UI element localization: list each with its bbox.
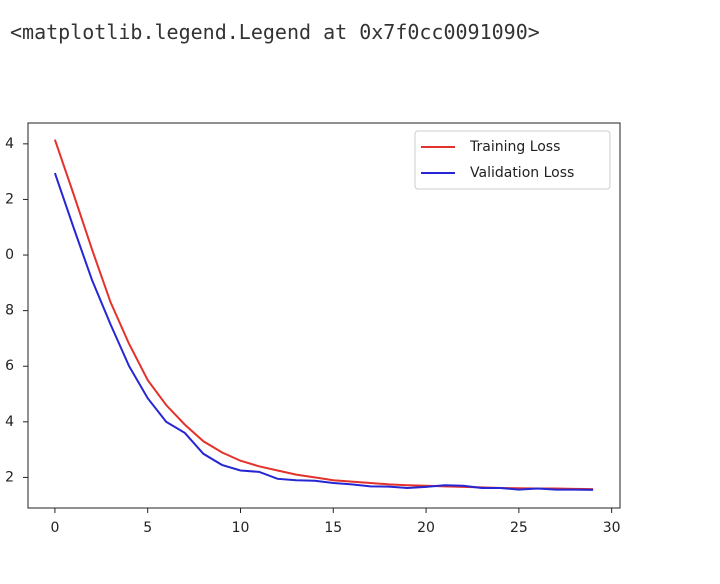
y-tick-label: 8 [5,303,14,319]
y-tick-label: 4 [5,136,14,152]
x-tick-label: 10 [232,520,250,536]
legend-label: Validation Loss [470,165,574,181]
x-tick-label: 0 [50,520,59,536]
y-tick-label: 4 [5,414,14,430]
x-tick-label: 30 [603,520,621,536]
y-tick-label: 2 [5,469,14,485]
y-tick-label: 2 [5,191,14,207]
output-text: <matplotlib.legend.Legend at 0x7f0cc0091… [10,20,540,44]
y-tick-label: 0 [5,247,14,263]
x-tick-label: 5 [143,520,152,536]
y-tick-label: 6 [5,358,14,374]
x-tick-label: 25 [510,520,528,536]
line [53,139,594,491]
x-tick-label: 20 [417,520,435,536]
x-tick-label: 15 [324,520,342,536]
plot-frame [27,122,621,509]
legend-box [414,130,611,190]
legend-label: Training Loss [469,139,560,155]
line [53,172,594,491]
